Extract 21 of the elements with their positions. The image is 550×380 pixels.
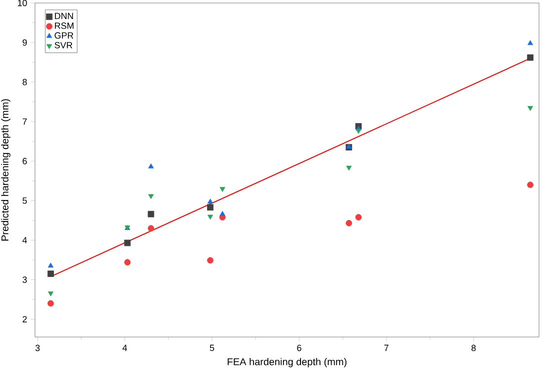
x-tick-label: 6 bbox=[297, 344, 302, 352]
y-tick-label: 10 bbox=[18, 0, 27, 6]
x-tick-label: 4 bbox=[122, 344, 128, 351]
y-axis-title: Predicted hardening depth (mm) bbox=[1, 99, 10, 241]
x-tick-label: 3 bbox=[35, 344, 40, 352]
legend-label: RSM bbox=[54, 22, 74, 29]
y-tick-label: 3 bbox=[22, 276, 27, 283]
legend-label: SVR bbox=[54, 42, 72, 48]
legend-label: GPR bbox=[54, 32, 74, 39]
y-tick-label: 6 bbox=[22, 158, 27, 164]
y-tick-label: 4 bbox=[22, 237, 27, 244]
legend-label: DNN bbox=[54, 12, 73, 20]
y-tick-label: 9 bbox=[22, 39, 27, 46]
x-tick-label: 8 bbox=[472, 344, 476, 352]
y-tick-label: 2 bbox=[22, 316, 27, 322]
x-tick-label: 5 bbox=[210, 344, 214, 352]
x-axis-title: FEA hardening depth (mm) bbox=[228, 358, 346, 368]
y-tick-label: 7 bbox=[22, 118, 27, 125]
y-tick-label: 8 bbox=[22, 78, 27, 86]
y-tick-label: 5 bbox=[22, 198, 27, 204]
x-tick-label: 7 bbox=[384, 344, 388, 351]
